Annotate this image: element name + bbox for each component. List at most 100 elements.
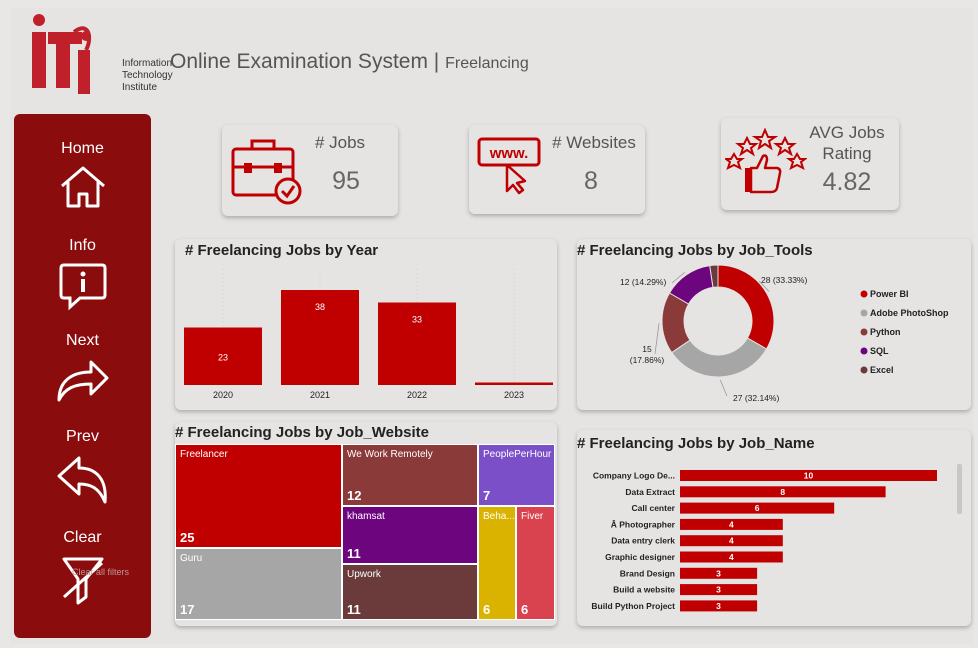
kpi-rating-card: AVG Jobs Rating 4.82: [721, 118, 899, 210]
nav-prev-label: Prev: [66, 428, 99, 445]
year-tick-label: 2020: [213, 390, 233, 400]
logo-text-line: Technology: [122, 70, 173, 81]
legend-label[interactable]: Power BI: [870, 289, 909, 299]
nav-clear-button[interactable]: Clear: [14, 529, 151, 607]
jobs-by-website-title: # Freelancing Jobs by Job_Website: [175, 424, 429, 441]
year-bar-value-label: 33: [412, 315, 422, 325]
treemap-cell[interactable]: We Work Remotely 12: [342, 444, 478, 506]
donut-slice[interactable]: [671, 337, 768, 378]
job-name-bar-value: 3: [716, 585, 721, 595]
iti-logo: Information Technology Institute: [30, 10, 173, 100]
jobs-by-tools-title: # Freelancing Jobs by Job_Tools: [577, 242, 813, 259]
year-bar[interactable]: [378, 302, 456, 386]
clear-filters-tooltip: Clear all filters: [72, 567, 130, 577]
job-name-label: Company Logo De...: [593, 471, 675, 481]
rating-stars-icon: [725, 128, 807, 194]
treemap-cell[interactable]: Upwork 11: [342, 564, 478, 620]
jobs-by-year-title: # Freelancing Jobs by Year: [185, 242, 379, 259]
treemap-cell-value: 7: [483, 488, 491, 503]
job-name-bar[interactable]: [680, 470, 937, 481]
job-name-bar[interactable]: [680, 502, 835, 514]
nav-prev-button[interactable]: Prev: [14, 428, 151, 508]
job-name-bar[interactable]: [680, 535, 783, 547]
jobs-by-tools-panel: # Freelancing Jobs by Job_Tools 28 (33.3…: [577, 239, 971, 410]
donut-data-label: 15: [642, 344, 652, 354]
donut-data-label: 27 (32.14%): [733, 393, 779, 403]
jobs-by-name-chart: Company Logo De... 10 Data Extract 8 Call ce…: [591, 464, 962, 612]
treemap-cell-value: 11: [347, 602, 361, 617]
scrollbar-thumb[interactable]: [957, 464, 962, 514]
job-name-label: Data entry clerk: [611, 536, 675, 546]
job-name-label: Build a website: [613, 585, 675, 595]
legend-swatch: [860, 347, 868, 355]
kpi-websites-value: 8: [584, 167, 598, 195]
legend-label[interactable]: SQL: [870, 346, 889, 356]
job-name-bar-value: 4: [729, 519, 734, 529]
job-name-bar-value: 6: [755, 503, 760, 513]
treemap-cell[interactable]: Guru 17: [175, 548, 342, 620]
legend-label[interactable]: Adobe PhotoShop: [870, 308, 949, 318]
logo-text-line: Institute: [122, 82, 158, 93]
legend-label[interactable]: Excel: [870, 365, 894, 375]
nav-info-button[interactable]: Info: [14, 237, 151, 311]
iti-logo-mark: [32, 14, 92, 94]
job-name-bar-value: 3: [716, 568, 721, 578]
treemap-cell-name: Upwork: [347, 569, 381, 580]
legend-label[interactable]: Python: [870, 327, 901, 337]
kpi-rating-label-line1: AVG Jobs: [809, 123, 885, 142]
jobs-by-year-panel: # Freelancing Jobs by Year 23 2020 38 2021 3…: [175, 239, 557, 410]
job-name-bar[interactable]: [680, 486, 886, 498]
year-bar[interactable]: [281, 290, 359, 385]
jobs-by-tools-chart: 28 (33.33%) 27 (32.14%) 15(17.86%) 12 (14.2…: [620, 264, 949, 403]
treemap-cell[interactable]: khamsat 11: [342, 506, 478, 564]
nav-home-label: Home: [61, 140, 104, 157]
treemap-cell[interactable]: Beha... 6: [478, 506, 516, 620]
jobs-by-name-title: # Freelancing Jobs by Job_Name: [577, 435, 815, 452]
treemap-cell[interactable]: PeoplePerHour 7: [478, 444, 555, 506]
job-name-bar[interactable]: [680, 600, 758, 612]
job-name-label: Brand Design: [620, 568, 675, 578]
info-icon: [59, 263, 106, 311]
job-name-bar-value: 10: [804, 471, 814, 481]
year-bar-value-label: 23: [218, 352, 228, 362]
kpi-jobs-card: # Jobs 95: [222, 125, 398, 216]
job-name-bar[interactable]: [680, 551, 783, 563]
treemap-cell[interactable]: Freelancer 25: [175, 444, 342, 548]
legend-swatch: [860, 309, 868, 317]
nav-clear-label: Clear: [63, 529, 102, 546]
nav-next-label: Next: [66, 332, 99, 349]
treemap-cell-name: Freelancer: [180, 449, 228, 460]
year-tick-label: 2023: [504, 390, 524, 400]
next-arrow-icon: [57, 360, 108, 402]
donut-data-label: 12 (14.29%): [620, 277, 666, 287]
donut-slice[interactable]: [668, 265, 714, 305]
jobs-by-name-panel: # Freelancing Jobs by Job_Name Company L…: [577, 430, 971, 626]
job-name-bar[interactable]: [680, 584, 758, 596]
year-bar-value-label: 38: [315, 302, 325, 312]
nav-home-button[interactable]: Home: [14, 140, 151, 210]
year-bar[interactable]: [475, 382, 553, 386]
job-name-label: Â Photographer: [611, 518, 676, 529]
legend-swatch: [860, 290, 868, 298]
logo-text-line: Information: [122, 58, 173, 69]
page-title: Online Examination System | Freelancing: [170, 50, 529, 74]
job-name-bar[interactable]: [680, 567, 758, 579]
treemap-cell[interactable]: Fiver 6: [516, 506, 555, 620]
year-bar[interactable]: [184, 327, 262, 386]
treemap-cell-name: Fiver: [521, 511, 544, 522]
job-name-bar[interactable]: [680, 518, 783, 530]
jobs-by-website-treemap: Freelancer 25 Guru 17 We Work Remotely 12 kham…: [175, 444, 555, 620]
job-name-bar-value: 8: [780, 487, 785, 497]
treemap-cell-name: We Work Remotely: [347, 449, 433, 460]
app-title-text: Online Examination System: [170, 50, 428, 73]
treemap-cell-value: 11: [347, 546, 361, 561]
job-name-bar-value: 3: [716, 601, 721, 611]
treemap-cell-value: 17: [180, 602, 195, 617]
kpi-jobs-label: # Jobs: [314, 133, 366, 152]
kpi-websites-label: # Websites: [552, 133, 636, 152]
kpi-rating-value: 4.82: [822, 168, 872, 196]
job-name-bar-value: 4: [729, 536, 734, 546]
nav-next-button[interactable]: Next: [14, 332, 151, 406]
kpi-jobs-value: 95: [332, 167, 360, 195]
svg-text:www.: www.: [489, 145, 529, 162]
